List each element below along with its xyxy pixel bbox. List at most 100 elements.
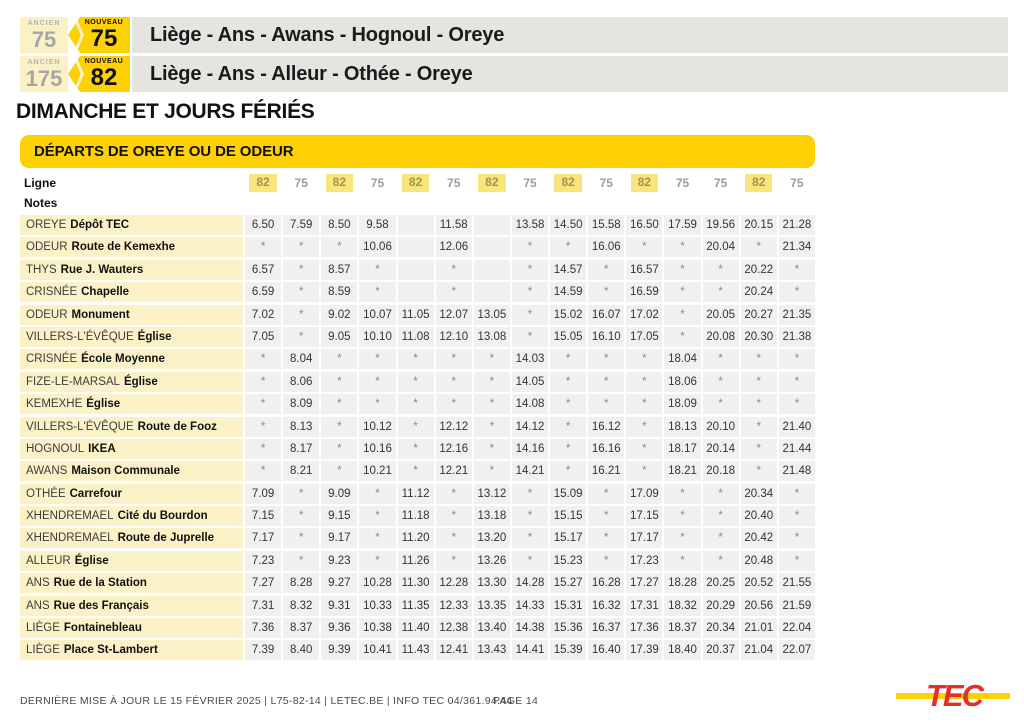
time-cell: 22.07	[778, 640, 815, 661]
line-chip: 82	[249, 174, 277, 192]
line-number-cell: 75	[370, 176, 385, 190]
time-cell: 7.31	[245, 595, 282, 616]
time-cell: 16.07	[588, 304, 625, 325]
time-cell: 12.12	[435, 416, 472, 437]
time-cell: 12.16	[435, 438, 472, 459]
no-stop-marker: *	[588, 506, 625, 527]
no-stop-marker: *	[550, 237, 587, 258]
time-cell: 18.40	[664, 640, 701, 661]
line-row-label: Ligne	[24, 176, 56, 190]
time-cell: 7.09	[245, 483, 282, 504]
time-cell: 7.23	[245, 550, 282, 571]
no-stop-marker: *	[626, 394, 663, 415]
no-stop-marker: *	[397, 371, 434, 392]
time-cell: 21.48	[778, 461, 815, 482]
time-cell: 20.37	[702, 640, 739, 661]
new-line-label: NOUVEAU	[84, 58, 124, 65]
old-line-number: 75	[31, 26, 57, 52]
no-stop-marker: *	[664, 282, 701, 303]
old-line-label: ANCIEN	[27, 58, 61, 66]
no-stop-marker: *	[245, 371, 282, 392]
time-cell: 8.04	[283, 349, 320, 370]
time-cell: 7.39	[245, 640, 282, 661]
no-stop-marker: *	[550, 438, 587, 459]
time-cell: 20.18	[702, 461, 739, 482]
time-cell: 7.27	[245, 573, 282, 594]
tec-logo-bar	[896, 693, 1010, 699]
line-number-cell: 75	[599, 176, 613, 190]
time-cell: 13.30	[473, 573, 510, 594]
line-chip: 82	[325, 174, 353, 192]
table-row: ANS Rue des Français 7.31 8.32 9.31 10.33 11.3…	[20, 595, 815, 616]
time-cell: 8.17	[283, 438, 320, 459]
no-stop-marker: *	[245, 394, 282, 415]
no-stop-marker: *	[778, 282, 815, 303]
no-stop-marker: *	[511, 506, 549, 527]
no-stop-marker: *	[778, 550, 815, 571]
table-row: CRISNÉE École Moyenne * 8.04 * * * * * 14.03 * * * 18…	[20, 349, 815, 370]
time-cell: 6.59	[245, 282, 282, 303]
time-cell: 13.20	[473, 528, 510, 549]
time-cell: 10.06	[359, 237, 396, 258]
no-stop-marker: *	[664, 259, 701, 280]
time-cell: 17.36	[626, 618, 663, 639]
new-line-number: 82	[90, 64, 118, 91]
no-stop-marker: *	[245, 237, 282, 258]
no-stop-marker: *	[435, 506, 472, 527]
time-cell: 21.01	[740, 618, 777, 639]
no-stop-marker: *	[473, 461, 510, 482]
no-stop-marker: *	[435, 394, 472, 415]
no-stop-marker: *	[740, 416, 777, 437]
table-row: HOGNOUL IKEA * 8.17 * 10.16 * 12.16 * 14.16 * 16.16…	[20, 438, 815, 459]
empty-cell	[397, 215, 434, 235]
line-number-cell: 82	[626, 174, 662, 192]
stop-name: ALLEUR Église	[20, 550, 243, 571]
time-cell: 16.21	[588, 461, 625, 482]
stop-name: ANS Rue de la Station	[20, 573, 243, 594]
time-cell: 10.33	[359, 595, 396, 616]
time-cell: 15.23	[550, 550, 587, 571]
no-stop-marker: *	[702, 349, 739, 370]
time-cell: 14.57	[550, 259, 587, 280]
table-row: CRISNÉE Chapelle 6.59 * 8.59 * * * 14.59 * 16.59 * *…	[20, 282, 815, 303]
stop-name: LIÈGE Fontainebleau	[20, 618, 243, 639]
time-cell: 13.58	[511, 215, 549, 235]
time-cell: 6.50	[245, 215, 282, 235]
time-cell: 13.40	[473, 618, 510, 639]
time-cell: 10.12	[359, 416, 396, 437]
no-stop-marker: *	[740, 438, 777, 459]
no-stop-marker: *	[283, 237, 320, 258]
table-row: VILLERS-L'ÉVÊQUE Église 7.05 * 9.05 10.10 11.0…	[20, 326, 815, 347]
route-title: Liège - Ans - Awans - Hognoul - Oreye	[132, 17, 1008, 53]
old-line-badge: ANCIEN 175	[20, 56, 68, 92]
no-stop-marker: *	[740, 237, 777, 258]
no-stop-marker: *	[702, 259, 739, 280]
no-stop-marker: *	[588, 483, 625, 504]
time-cell: 14.03	[511, 349, 549, 370]
time-cell: 19.56	[702, 215, 739, 235]
stop-name: ODEUR Monument	[20, 304, 243, 325]
time-cell: 20.52	[740, 573, 777, 594]
section-title: DIMANCHE ET JOURS FÉRIÉS	[16, 100, 315, 123]
time-cell: 21.35	[778, 304, 815, 325]
stop-name: ODEUR Route de Kemexhe	[20, 237, 243, 258]
empty-cell	[397, 237, 434, 258]
no-stop-marker: *	[511, 259, 549, 280]
time-cell: 12.38	[435, 618, 472, 639]
time-cell: 11.18	[397, 506, 434, 527]
table-row: ANS Rue de la Station 7.27 8.28 9.27 10.28 11.…	[20, 573, 815, 594]
time-cell: 20.08	[702, 326, 739, 347]
time-cell: 20.10	[702, 416, 739, 437]
time-cell: 10.07	[359, 304, 396, 325]
no-stop-marker: *	[702, 528, 739, 549]
time-cell: 14.38	[511, 618, 549, 639]
no-stop-marker: *	[283, 304, 320, 325]
time-cell: 12.28	[435, 573, 472, 594]
line-chip: 82	[478, 174, 506, 192]
time-cell: 9.17	[321, 528, 358, 549]
line-number-cell: 75	[294, 176, 308, 190]
no-stop-marker: *	[245, 416, 282, 437]
time-cell: 20.40	[740, 506, 777, 527]
route-row-75: ANCIEN 75 NOUVEAU 75 Liège - Ans - Awans…	[20, 17, 1008, 53]
time-cell: 14.28	[511, 573, 549, 594]
